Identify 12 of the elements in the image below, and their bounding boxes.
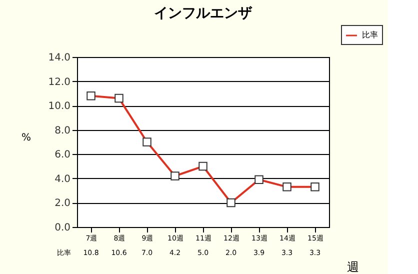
y-tick-label: 0.0 [54,222,70,234]
y-tick-label: 4.0 [54,174,70,185]
y-tick-label: 2.0 [54,198,70,210]
x-axis-title: 週 [347,260,359,274]
y-tick-label: 10.0 [48,101,70,112]
y-tick-label: 8.0 [54,125,70,136]
chart-title: インフルエンザ [154,6,253,22]
y-tick-label: 14.0 [48,52,70,64]
y-tick-label: 6.0 [54,150,70,161]
y-axis-title: % [21,132,31,144]
y-tick-label: 12.0 [48,76,70,88]
legend-label: 比率 [362,30,378,40]
